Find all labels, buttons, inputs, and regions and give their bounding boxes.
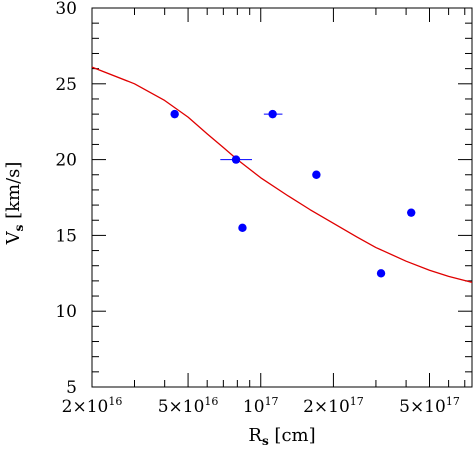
x-tick-label: 2×1016 [62, 395, 123, 417]
y-tick-label: 30 [55, 0, 77, 19]
x-axis-title: Rs [cm] [248, 425, 315, 448]
y-axis-ticks [92, 7, 472, 388]
x-axis-tick-labels: 2×1016 5×1016 1017 2×1017 5×1017 [62, 395, 460, 417]
y-tick-label: 10 [55, 302, 77, 322]
y-axis-tick-labels: 5 10 15 20 25 30 [55, 0, 77, 398]
y-tick-label: 20 [55, 151, 77, 171]
y-axis-title: Vs [km/s] [3, 162, 26, 246]
data-point [407, 208, 416, 217]
fit-curve [91, 66, 473, 284]
fit-curve-layer [91, 66, 473, 284]
data-points-layer [170, 109, 416, 278]
data-point [231, 155, 241, 164]
y-tick-label: 25 [55, 75, 77, 95]
y-tick-label: 15 [55, 226, 77, 246]
y-tick-label: 5 [66, 378, 77, 398]
data-point [376, 269, 386, 278]
x-tick-label: 2×1017 [303, 395, 364, 417]
x-tick-label: 5×1016 [158, 395, 219, 417]
x-tick-label: 5×1017 [399, 395, 460, 417]
data-point [170, 109, 179, 119]
data-point [268, 109, 277, 119]
x-tick-label: 1017 [243, 395, 279, 417]
plot-frame [91, 7, 473, 388]
data-point [238, 223, 247, 233]
data-point [312, 170, 321, 179]
x-axis-ticks [91, 8, 466, 387]
plot-border [91, 7, 473, 388]
